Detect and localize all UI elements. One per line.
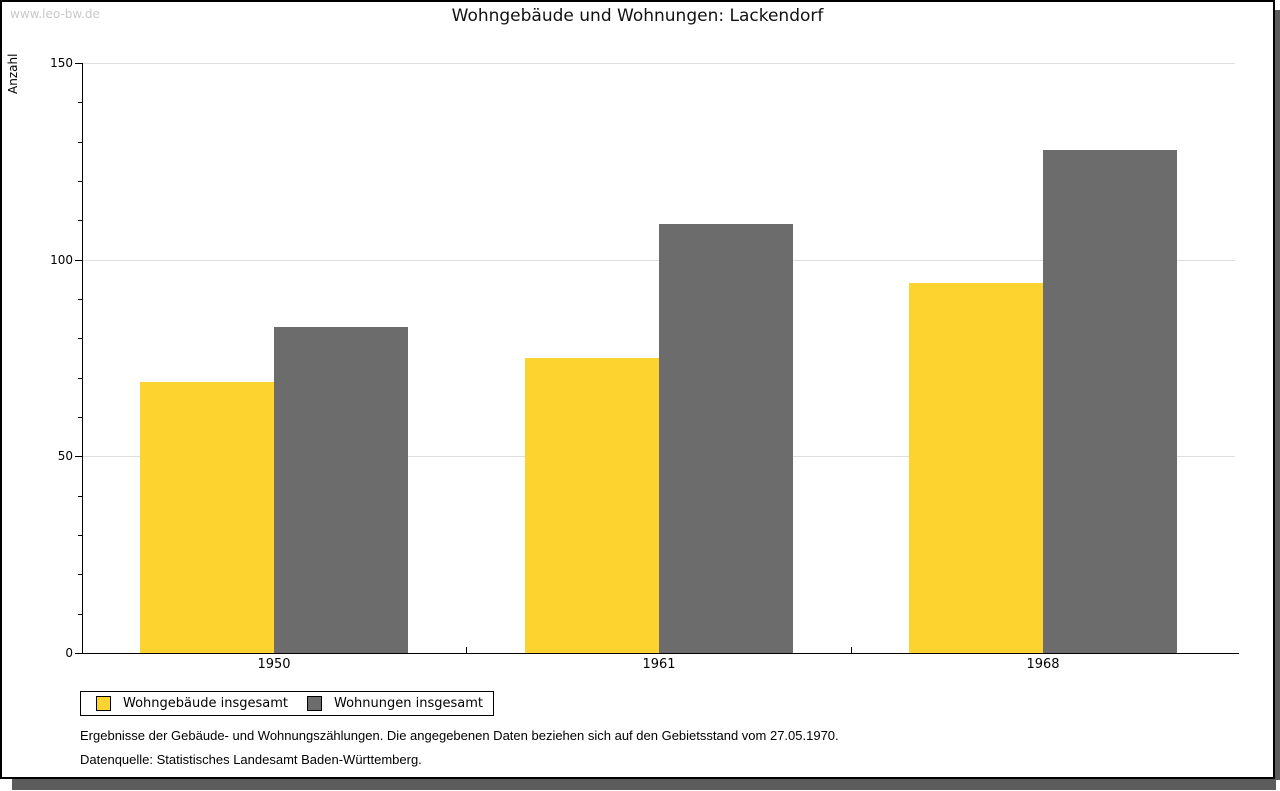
watermark-text: www.leo-bw.de	[10, 7, 100, 21]
legend-item-wohngebaeude: Wohngebäude insgesamt	[96, 692, 288, 715]
gridline-150	[82, 63, 1235, 64]
y-minor-tick-70	[78, 378, 82, 379]
footnote-source-note: Ergebnisse der Gebäude- und Wohnungszähl…	[80, 728, 839, 743]
y-minor-tick-120	[78, 181, 82, 182]
y-tick-label-50: 50	[57, 449, 73, 463]
y-tick-label-0: 0	[65, 646, 73, 660]
x-tick-label-1968: 1968	[1026, 657, 1060, 672]
y-tick-label-150: 150	[50, 56, 73, 70]
bar-1961-wohngebaeude	[525, 358, 659, 653]
y-minor-tick-20	[78, 574, 82, 575]
legend-label: Wohngebäude insgesamt	[123, 696, 288, 711]
y-minor-tick-80	[78, 338, 82, 339]
bar-1950-wohngebaeude	[140, 382, 274, 653]
y-minor-tick-140	[78, 102, 82, 103]
y-minor-tick-110	[78, 220, 82, 221]
legend-swatch-yellow	[96, 696, 111, 711]
y-minor-tick-130	[78, 142, 82, 143]
y-minor-tick-90	[78, 299, 82, 300]
y-axis-line	[82, 63, 83, 654]
chart-title: Wohngebäude und Wohnungen: Lackendorf	[451, 6, 824, 26]
frame-drop-shadow-right	[1275, 10, 1280, 780]
y-major-tick-0	[75, 653, 82, 654]
y-major-tick-50	[75, 456, 82, 457]
bar-1968-wohnungen	[1043, 150, 1177, 653]
legend-label: Wohnungen insgesamt	[334, 696, 483, 711]
legend-swatch-gray	[307, 696, 322, 711]
y-major-tick-100	[75, 260, 82, 261]
x-tick-label-1950: 1950	[257, 657, 291, 672]
bar-1968-wohngebaeude	[909, 283, 1043, 653]
y-minor-tick-60	[78, 417, 82, 418]
footnote-data-source: Datenquelle: Statistisches Landesamt Bad…	[80, 752, 422, 767]
y-major-tick-150	[75, 63, 82, 64]
y-minor-tick-30	[78, 535, 82, 536]
x-tick-label-1961: 1961	[642, 657, 676, 672]
y-minor-tick-10	[78, 614, 82, 615]
frame-drop-shadow-bottom	[12, 779, 1276, 790]
bar-1961-wohnungen	[659, 224, 793, 653]
plot-area: 1950 1961 1968 0 50 100 150	[2, 2, 1273, 777]
gridline-100	[82, 260, 1235, 261]
legend-item-wohnungen: Wohnungen insgesamt	[307, 692, 483, 715]
legend-box: Wohngebäude insgesamt Wohnungen insgesam…	[80, 691, 494, 716]
x-boundary-tick-1	[466, 647, 467, 653]
x-axis-line	[82, 653, 1239, 654]
y-tick-label-100: 100	[50, 253, 73, 267]
bar-1950-wohnungen	[274, 327, 408, 653]
y-minor-tick-40	[78, 496, 82, 497]
x-boundary-tick-2	[851, 647, 852, 653]
